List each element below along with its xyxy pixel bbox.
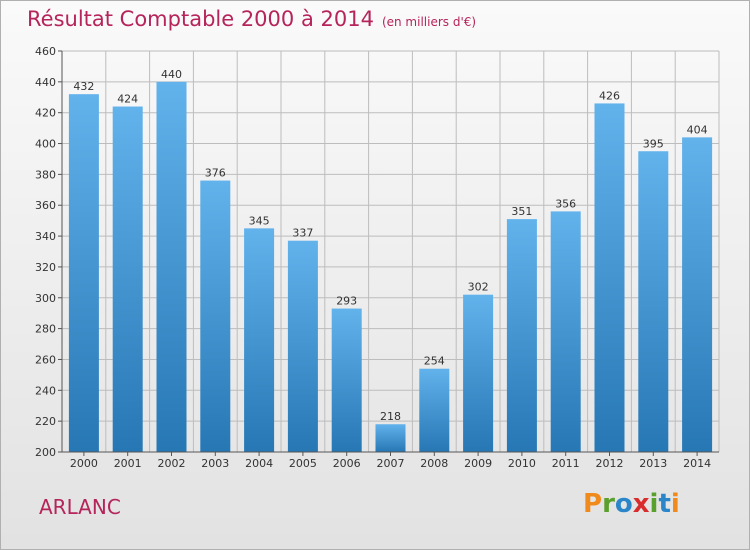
data-label: 356 [555, 197, 576, 210]
data-label: 376 [205, 167, 226, 180]
bar-2008 [419, 368, 450, 452]
logo-letter: P [583, 489, 603, 519]
x-tick-label: 2014 [683, 457, 711, 470]
x-tick-label: 2002 [158, 457, 186, 470]
bar-2004 [244, 228, 275, 452]
x-tick-label: 2009 [464, 457, 492, 470]
x-tick-label: 2011 [552, 457, 580, 470]
logo-letter: i [670, 489, 680, 519]
data-label: 293 [336, 295, 357, 308]
data-label: 218 [380, 410, 401, 423]
x-tick-label: 2008 [420, 457, 448, 470]
bar-2011 [550, 211, 581, 452]
y-tick-label: 340 [35, 230, 56, 243]
bar-2009 [463, 294, 494, 452]
data-label: 424 [117, 93, 138, 106]
bar-2010 [506, 219, 537, 452]
bar-2001 [112, 106, 143, 453]
logo-letter: x [632, 489, 650, 519]
data-label: 404 [687, 123, 708, 136]
chart-subtitle: (en milliers d'€) [381, 15, 477, 29]
data-label: 440 [161, 68, 182, 81]
data-label: 432 [73, 80, 94, 93]
bars: 432 424 440 376 345 337 293 218 254 302 351 356 426 3… [68, 68, 713, 453]
bar-2000 [68, 94, 99, 452]
y-tick-label: 320 [35, 261, 56, 274]
bar-2014 [682, 137, 713, 452]
x-tick-label: 2005 [289, 457, 317, 470]
y-tick-label: 220 [35, 415, 56, 428]
x-tick-label: 2001 [114, 457, 142, 470]
x-tick-label: 2004 [245, 457, 273, 470]
data-label: 302 [468, 281, 489, 294]
logo-letter: r [602, 489, 615, 519]
x-tick-label: 2007 [377, 457, 405, 470]
logo-letter: o [614, 489, 633, 519]
bar-2007 [375, 424, 406, 452]
y-tick-label: 440 [35, 76, 56, 89]
y-tick-label: 360 [35, 199, 56, 212]
y-tick-label: 280 [35, 323, 56, 336]
y-tick-label: 300 [35, 292, 56, 305]
logo-letter: i [649, 489, 659, 519]
y-tick-label: 260 [35, 353, 56, 366]
bar-2005 [287, 240, 318, 452]
bar-2003 [200, 180, 231, 453]
bar-2013 [638, 151, 669, 452]
y-tick-label: 400 [35, 138, 56, 151]
data-label: 426 [599, 89, 620, 102]
x-tick-label: 2010 [508, 457, 536, 470]
data-label: 254 [424, 355, 445, 368]
bar-2002 [156, 81, 187, 452]
y-tick-label: 460 [35, 45, 56, 58]
y-tick-label: 380 [35, 168, 56, 181]
y-tick-label: 200 [35, 446, 56, 459]
chart-title: Résultat Comptable 2000 à 2014 (en millie… [27, 7, 476, 31]
y-tick-label: 420 [35, 107, 56, 120]
bar-2006 [331, 308, 362, 452]
x-tick-label: 2006 [333, 457, 361, 470]
proxiti-logo: Proxiti [583, 489, 680, 519]
x-tick-label: 2012 [596, 457, 624, 470]
data-label: 345 [249, 214, 270, 227]
x-tick-label: 2013 [639, 457, 667, 470]
chart-title-text: Résultat Comptable 2000 à 2014 [27, 7, 374, 31]
y-tick-label: 240 [35, 384, 56, 397]
x-tick-label: 2003 [201, 457, 229, 470]
x-tick-label: 2000 [70, 457, 98, 470]
bar-2012 [594, 103, 625, 452]
data-label: 395 [643, 137, 664, 150]
data-label: 337 [292, 227, 313, 240]
data-label: 351 [511, 205, 532, 218]
axes: 2002202402602803003203403603804004204404… [35, 45, 719, 470]
logo-letter: t [658, 489, 671, 519]
commune-name: ARLANC [39, 495, 121, 519]
